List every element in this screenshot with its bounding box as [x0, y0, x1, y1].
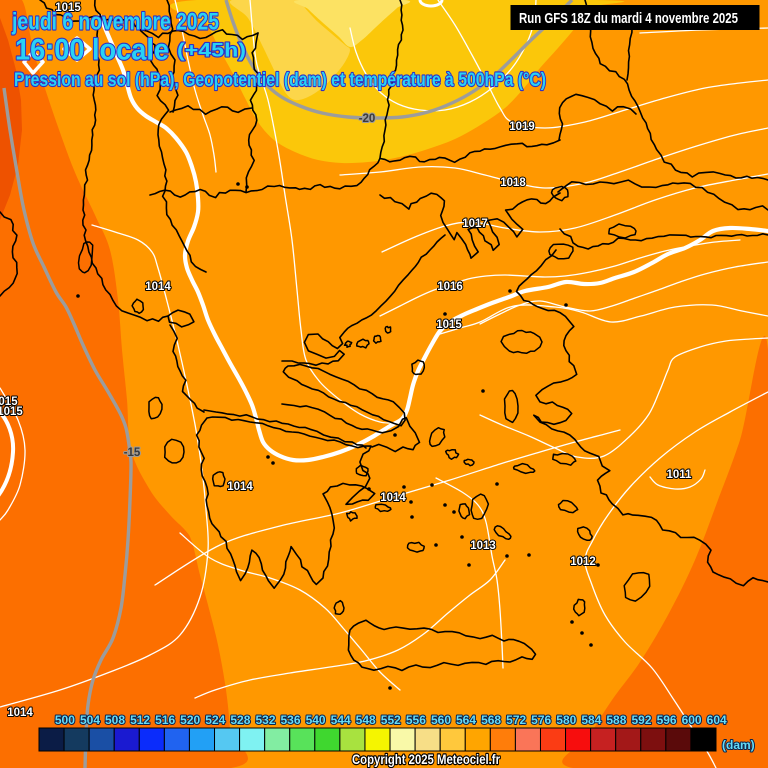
svg-text:1019: 1019 — [509, 121, 535, 133]
svg-text:580: 580 — [556, 713, 576, 727]
svg-text:16:00 locale: 16:00 locale — [15, 34, 169, 67]
svg-text:-20: -20 — [359, 113, 376, 125]
svg-text:564: 564 — [456, 713, 476, 727]
svg-text:544: 544 — [331, 713, 351, 727]
svg-text:1018: 1018 — [500, 177, 526, 189]
svg-text:1012: 1012 — [570, 556, 596, 568]
svg-text:Pression au sol (hPa), Geopote: Pression au sol (hPa), Geopotentiel (dam… — [14, 70, 546, 91]
svg-text:576: 576 — [531, 713, 551, 727]
svg-text:516: 516 — [155, 713, 175, 727]
svg-text:Copyright 2025 Meteociel.fr: Copyright 2025 Meteociel.fr — [352, 752, 501, 767]
svg-text:556: 556 — [406, 713, 426, 727]
svg-text:540: 540 — [306, 713, 326, 727]
svg-text:592: 592 — [631, 713, 651, 727]
svg-text:1014: 1014 — [145, 281, 171, 293]
svg-text:552: 552 — [381, 713, 401, 727]
svg-text:604: 604 — [707, 713, 727, 727]
svg-text:588: 588 — [606, 713, 626, 727]
svg-text:1015: 1015 — [0, 406, 23, 418]
svg-text:-15: -15 — [124, 447, 141, 459]
svg-text:(+45h): (+45h) — [177, 41, 246, 62]
svg-text:560: 560 — [431, 713, 451, 727]
svg-text:1013: 1013 — [470, 540, 496, 552]
svg-text:572: 572 — [506, 713, 526, 727]
svg-text:532: 532 — [255, 713, 275, 727]
svg-text:568: 568 — [481, 713, 501, 727]
svg-text:Run GFS 18Z du mardi 4 novembr: Run GFS 18Z du mardi 4 novembre 2025 — [519, 10, 738, 27]
svg-text:1014: 1014 — [380, 492, 406, 504]
svg-text:1016: 1016 — [437, 281, 463, 293]
svg-text:524: 524 — [205, 713, 225, 727]
svg-text:(dam): (dam) — [722, 738, 755, 752]
svg-text:1015: 1015 — [436, 319, 462, 331]
svg-text:536: 536 — [280, 713, 300, 727]
svg-text:jeudi 6 novembre 2025: jeudi 6 novembre 2025 — [11, 9, 219, 36]
svg-text:600: 600 — [682, 713, 702, 727]
svg-text:1015: 1015 — [55, 2, 81, 14]
svg-text:548: 548 — [356, 713, 376, 727]
svg-text:1011: 1011 — [667, 469, 693, 481]
svg-text:596: 596 — [657, 713, 677, 727]
svg-text:1014: 1014 — [7, 707, 33, 719]
svg-text:528: 528 — [230, 713, 250, 727]
svg-text:500: 500 — [55, 713, 75, 727]
svg-text:504: 504 — [80, 713, 100, 727]
svg-text:512: 512 — [130, 713, 150, 727]
svg-text:508: 508 — [105, 713, 125, 727]
svg-text:584: 584 — [581, 713, 601, 727]
svg-text:1014: 1014 — [227, 481, 253, 493]
svg-text:520: 520 — [180, 713, 200, 727]
svg-text:1017: 1017 — [462, 218, 488, 230]
svg-text:015: 015 — [0, 396, 18, 408]
